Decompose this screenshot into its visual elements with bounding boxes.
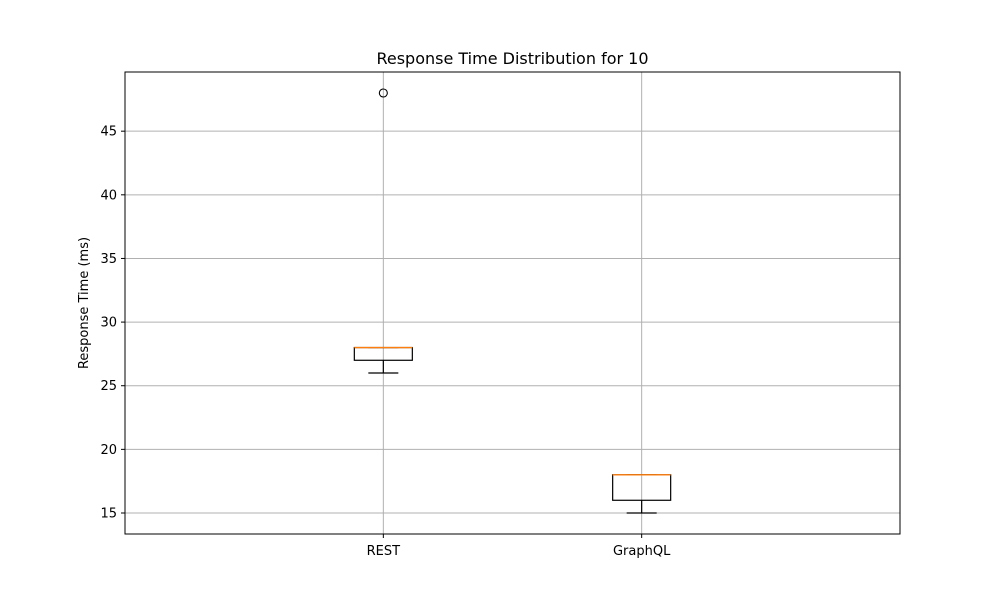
x-tick-label: REST xyxy=(367,544,400,559)
y-tick-label: 45 xyxy=(100,125,117,140)
outlier-point xyxy=(378,88,388,98)
y-axis-label: Response Time (ms) xyxy=(77,237,92,369)
y-tick-label: 40 xyxy=(100,188,117,203)
axis-ticks: 15 20 25 30 35 40 45 REST GraphQL xyxy=(100,125,671,559)
x-tick-label: GraphQL xyxy=(613,544,671,559)
y-tick-label: 15 xyxy=(100,507,117,522)
box-series xyxy=(353,88,672,514)
y-tick-label: 20 xyxy=(100,443,117,458)
y-tick-label: 25 xyxy=(100,379,117,394)
y-tick-label: 30 xyxy=(100,316,117,331)
plot-area-frame xyxy=(124,71,901,535)
grid-lines xyxy=(125,72,900,534)
box-rest xyxy=(353,88,413,374)
chart-title: Response Time Distribution for 10 xyxy=(376,49,648,68)
box-graphql xyxy=(612,474,672,514)
y-tick-label: 35 xyxy=(100,252,117,267)
